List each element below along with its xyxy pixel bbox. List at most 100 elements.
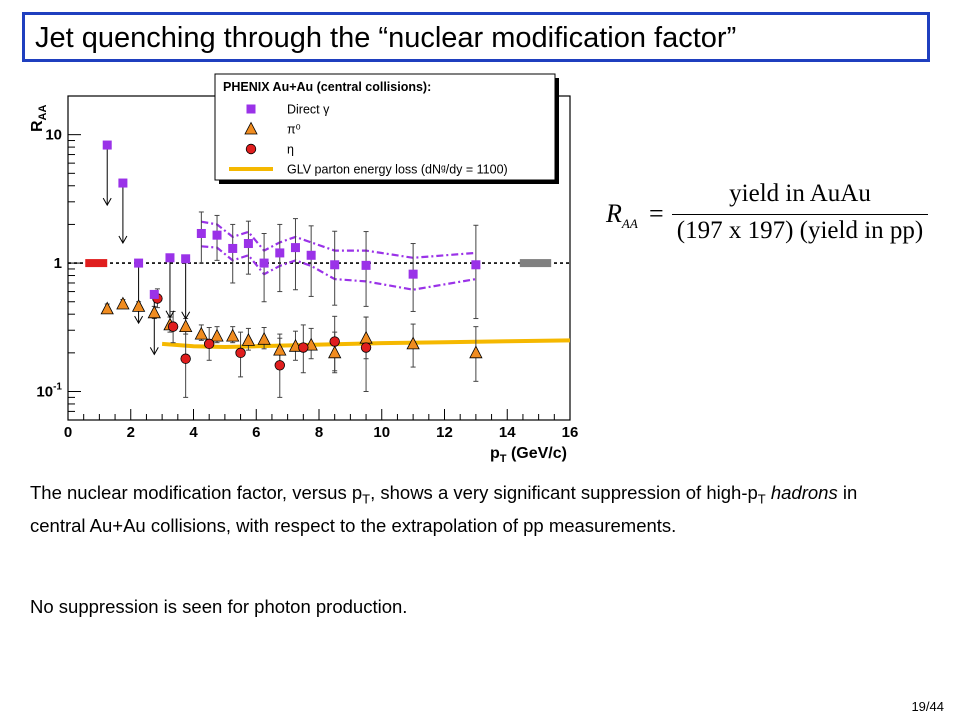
direct-gamma-point [181, 254, 191, 264]
direct-gamma-point [306, 250, 316, 260]
direct-gamma-point [361, 260, 371, 270]
direct-gamma-limit-arrow [134, 315, 144, 325]
direct-gamma-point [259, 258, 269, 268]
slide-title: Jet quenching through the “nuclear modif… [35, 22, 737, 54]
pi0-point [147, 305, 161, 319]
direct-gamma-point [212, 230, 222, 240]
x-axis-label-part: T [500, 453, 507, 465]
pi0-point [131, 299, 146, 312]
x-axis-label: pT (GeV/c) [490, 445, 567, 465]
direct-gamma-point [149, 289, 159, 299]
x-tick-label: 8 [315, 424, 323, 441]
page-number: 19/44 [911, 699, 944, 714]
pi0-point [241, 333, 256, 346]
normalization-box [85, 259, 108, 268]
direct-gamma-point [290, 243, 300, 253]
direct-gamma-point [228, 243, 238, 253]
pi0-point [273, 342, 287, 356]
x-tick-label: 0 [64, 424, 72, 441]
p1-sub-2: T [757, 491, 766, 507]
direct-gamma-point [102, 140, 112, 150]
y-axis-label: RAA [29, 104, 49, 132]
p1-part-d: in central Au+Au collisions, with respec… [30, 482, 858, 536]
pi0-point [226, 328, 240, 342]
chart-svg: 0 2 4 6 8 10 12 14 16 10-1 1 10 pT (GeV/c) RAA PHENIX … [29, 73, 579, 465]
eta-point [360, 342, 372, 353]
direct-gamma-point [243, 239, 253, 249]
formula-denominator: (197 x 197) (yield in pp) [676, 217, 924, 244]
glv-curve [161, 338, 571, 350]
p1-emphasis: hadrons [770, 482, 838, 503]
eta-point [180, 353, 191, 364]
normalization-box [519, 259, 552, 268]
eta-point [203, 338, 215, 350]
pi0-point [100, 301, 114, 315]
y-tick-base: 10 [45, 127, 62, 144]
legend-marker [246, 104, 256, 114]
direct-gamma-limit-arrow [181, 311, 191, 320]
direct-gamma-band-lower [201, 245, 477, 291]
x-tick-label: 14 [499, 424, 516, 441]
pi0-point [210, 328, 224, 342]
legend-marker [244, 121, 258, 135]
legend-label: Direct γ [287, 103, 330, 117]
x-tick-label: 12 [436, 424, 453, 441]
pi0-point [328, 345, 342, 359]
y-tick-base: 10 [36, 384, 53, 401]
x-tick-label: 16 [562, 424, 579, 441]
y-tick-label: 10 [45, 127, 62, 144]
y-tick-base: 1 [54, 255, 62, 272]
eta-point [235, 347, 246, 359]
pi0-point [116, 296, 130, 310]
slide-title-box: Jet quenching through the “nuclear modif… [22, 12, 930, 62]
direct-gamma-point [275, 248, 285, 258]
x-tick-label: 2 [127, 424, 135, 441]
pi0-point [194, 326, 208, 340]
x-tick-label: 6 [252, 424, 260, 441]
legend-label: π⁰ [287, 123, 301, 137]
direct-gamma-point [408, 269, 418, 279]
pi0-point [179, 319, 193, 333]
raa-formula: RAA = yield in AuAu (197 x 197) (yield i… [606, 180, 936, 250]
paragraph-suppression: The nuclear modification factor, versus … [30, 480, 910, 539]
direct-gamma-point [330, 260, 340, 270]
direct-gamma-point [134, 258, 144, 268]
direct-gamma-limit-arrow [118, 235, 128, 245]
pi0-point [359, 330, 373, 344]
formula-lhs: RAA [606, 199, 638, 232]
direct-gamma-point [165, 253, 175, 263]
p1-part-a: The nuclear modification factor, versus … [30, 482, 363, 503]
formula-fraction-bar [672, 214, 928, 215]
y-tick-label: 1 [54, 255, 62, 272]
direct-gamma-point [196, 228, 206, 238]
formula-lhs-sub: AA [621, 216, 638, 232]
x-tick-label: 10 [373, 424, 390, 441]
direct-gamma-band-upper [201, 220, 476, 259]
x-tick-label: 4 [189, 424, 198, 441]
legend-label: η [287, 143, 294, 157]
direct-gamma-limit-arrow [102, 197, 112, 207]
y-axis-label-part: AA [37, 104, 49, 120]
pi0-point [469, 345, 483, 359]
y-axis-label-part: R [29, 120, 46, 132]
legend-box [214, 73, 556, 181]
p1-sub-1: T [362, 491, 371, 507]
formula-lhs-main: R [606, 199, 622, 228]
eta-point [167, 321, 179, 332]
eta-point [274, 360, 285, 371]
x-axis-label-part: p [490, 445, 500, 462]
eta-point [329, 336, 340, 347]
pi0-point [406, 336, 420, 350]
legend-label: GLV parton energy loss (dNᵍ/dy = 1100) [287, 163, 508, 177]
x-axis-label-part: (GeV/c) [507, 445, 567, 462]
legend-title: PHENIX Au+Au (central collisions): [223, 80, 431, 94]
legend-marker [245, 143, 257, 155]
direct-gamma-point [471, 260, 481, 270]
paragraph-photon: No suppression is seen for photon produc… [30, 596, 408, 617]
y-tick-label: 10-1 [36, 382, 62, 401]
pi0-point [257, 331, 271, 345]
formula-numerator: yield in AuAu [729, 180, 871, 207]
p1-part-b: , shows a very significant suppression o… [370, 482, 758, 503]
direct-gamma-point [118, 178, 128, 188]
formula-equals: = [649, 199, 664, 228]
